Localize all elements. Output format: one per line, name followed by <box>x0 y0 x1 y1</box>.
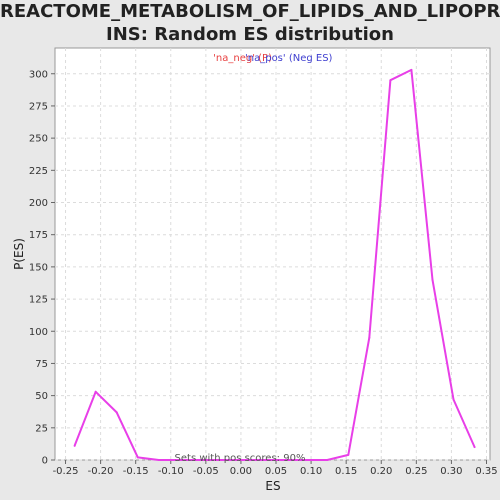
y-tick-label: 200 <box>29 198 48 209</box>
y-tick-label: 0 <box>42 456 48 467</box>
y-tick-label: 175 <box>29 230 48 241</box>
data-point <box>368 336 371 339</box>
y-tick-label: 75 <box>35 359 48 370</box>
series-group <box>73 68 476 461</box>
x-tick-label: 0.25 <box>405 466 427 477</box>
data-point <box>389 79 392 82</box>
x-tick-label: -0.05 <box>193 466 219 477</box>
data-point <box>326 459 329 461</box>
y-tick-label: 250 <box>29 134 48 145</box>
y-tick-label: 50 <box>35 391 48 402</box>
y-tick-label: 25 <box>35 423 48 434</box>
y-axis: 0 25 50 75 100 125 150 175 200 225 250 275 300 <box>29 69 55 467</box>
data-point <box>178 459 181 461</box>
x-tick-label: 0.00 <box>230 466 252 477</box>
data-point <box>473 446 476 449</box>
data-point <box>115 411 118 414</box>
y-tick-label: 125 <box>29 295 48 306</box>
x-tick-label: -0.10 <box>158 466 184 477</box>
x-tick-label: -0.20 <box>88 466 114 477</box>
legend-item-na-pos: 'na_pos' (Neg ES) <box>245 53 333 64</box>
plot-area <box>54 47 491 461</box>
chart-title-line-1: REACTOME_METABOLISM_OF_LIPIDS_AND_LIPOPR… <box>0 1 500 22</box>
es-distribution-line <box>73 68 476 461</box>
x-tick-label: -0.25 <box>53 466 79 477</box>
y-tick-label: 100 <box>29 327 48 338</box>
x-tick-label: 0.10 <box>300 466 322 477</box>
data-point <box>347 453 350 456</box>
x-tick-label: 0.20 <box>370 466 392 477</box>
data-point <box>452 398 455 401</box>
pos-scores-annotation: Sets with pos scores: 90% <box>175 453 306 464</box>
x-tick-label: 0.35 <box>475 466 497 477</box>
y-tick-label: 150 <box>29 262 48 273</box>
x-tick-label: 0.30 <box>440 466 462 477</box>
x-tick-label: -0.15 <box>123 466 149 477</box>
data-point <box>136 456 139 459</box>
data-point <box>73 444 76 447</box>
data-point <box>94 390 97 393</box>
y-tick-label: 275 <box>29 101 48 112</box>
chart-title-line-2: INS: Random ES distribution <box>106 24 394 45</box>
x-axis: -0.25 -0.20 -0.15 -0.10 -0.05 0.00 0.05 0.10 0.1… <box>53 460 498 477</box>
y-tick-label: 300 <box>29 69 48 80</box>
legend-item-na-neg: 'na_neg' (P) <box>213 53 272 64</box>
data-point <box>157 459 160 461</box>
x-tick-label: 0.15 <box>335 466 357 477</box>
data-point <box>410 68 413 71</box>
y-axis-label: P(ES) <box>12 238 26 270</box>
data-point <box>431 278 434 281</box>
x-tick-label: 0.05 <box>265 466 287 477</box>
y-tick-label: 225 <box>29 166 48 177</box>
x-axis-label: ES <box>265 479 280 493</box>
chart-title: REACTOME_METABOLISM_OF_LIPIDS_AND_LIPOPR… <box>0 0 500 46</box>
